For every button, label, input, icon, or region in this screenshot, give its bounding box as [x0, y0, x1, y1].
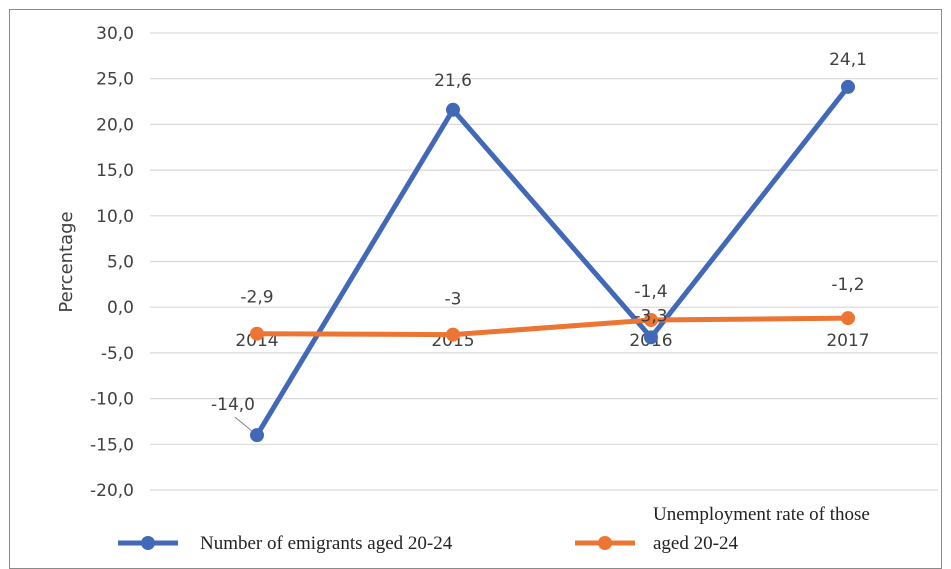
x-tick-label: 2017	[826, 331, 869, 351]
series-line-2	[254, 315, 851, 338]
series-1-data-label: 24,1	[829, 50, 867, 70]
y-tick-label: 5,0	[107, 253, 134, 273]
series-1-data-label: -14,0	[211, 395, 255, 415]
series-2-point	[644, 312, 658, 327]
y-axis-label: Percentage	[56, 211, 77, 312]
series-2-point	[446, 327, 460, 342]
y-tick-label: -15,0	[90, 435, 134, 455]
gridlines	[150, 32, 938, 491]
series-1-point	[644, 330, 658, 345]
y-axis-ticks: 30,0 25,0 20,0 15,0 10,0 5,0 0,0 -5,0 -10,0 -15,0…	[90, 24, 134, 501]
series-2-data-label: -2,9	[240, 288, 273, 308]
y-tick-label: 10,0	[96, 207, 134, 227]
legend-swatch-marker	[598, 536, 612, 550]
leader-line	[234, 416, 253, 432]
series-1-point	[446, 102, 460, 117]
y-tick-label: 25,0	[96, 70, 134, 90]
y-tick-label: -20,0	[90, 481, 134, 501]
y-tick-label: 15,0	[96, 161, 134, 181]
legend-label: Number of emigrants aged 20-24	[200, 533, 453, 554]
y-tick-label: 0,0	[107, 298, 134, 318]
y-tick-label: -10,0	[90, 390, 134, 410]
legend-swatch-marker	[141, 536, 155, 550]
y-tick-label: -5,0	[101, 344, 134, 364]
legend: Number of emigrants aged 20-24 Unemployme…	[118, 504, 870, 554]
series-1-data-label: -3,3	[634, 306, 667, 326]
y-tick-label: 30,0	[96, 24, 134, 44]
series-1-point	[250, 428, 264, 443]
series-2-data-label: -1,2	[831, 275, 864, 295]
series-1-point	[841, 79, 855, 94]
series-1-data-label: 21,6	[434, 71, 472, 91]
data-labels: -14,0 21,6 -3,3 24,1 -2,9 -3 -1,4 -1,2	[211, 50, 867, 432]
series-group	[250, 79, 855, 443]
legend-label: Unemployment rate of those	[653, 504, 870, 525]
series-2-point	[250, 326, 264, 341]
series-2-point	[841, 311, 855, 326]
series-2-data-label: -1,4	[634, 282, 667, 302]
y-tick-label: 20,0	[96, 115, 134, 135]
series-2-data-label: -3	[445, 290, 462, 310]
legend-label: aged 20-24	[653, 533, 738, 554]
series-line-1	[254, 84, 851, 438]
